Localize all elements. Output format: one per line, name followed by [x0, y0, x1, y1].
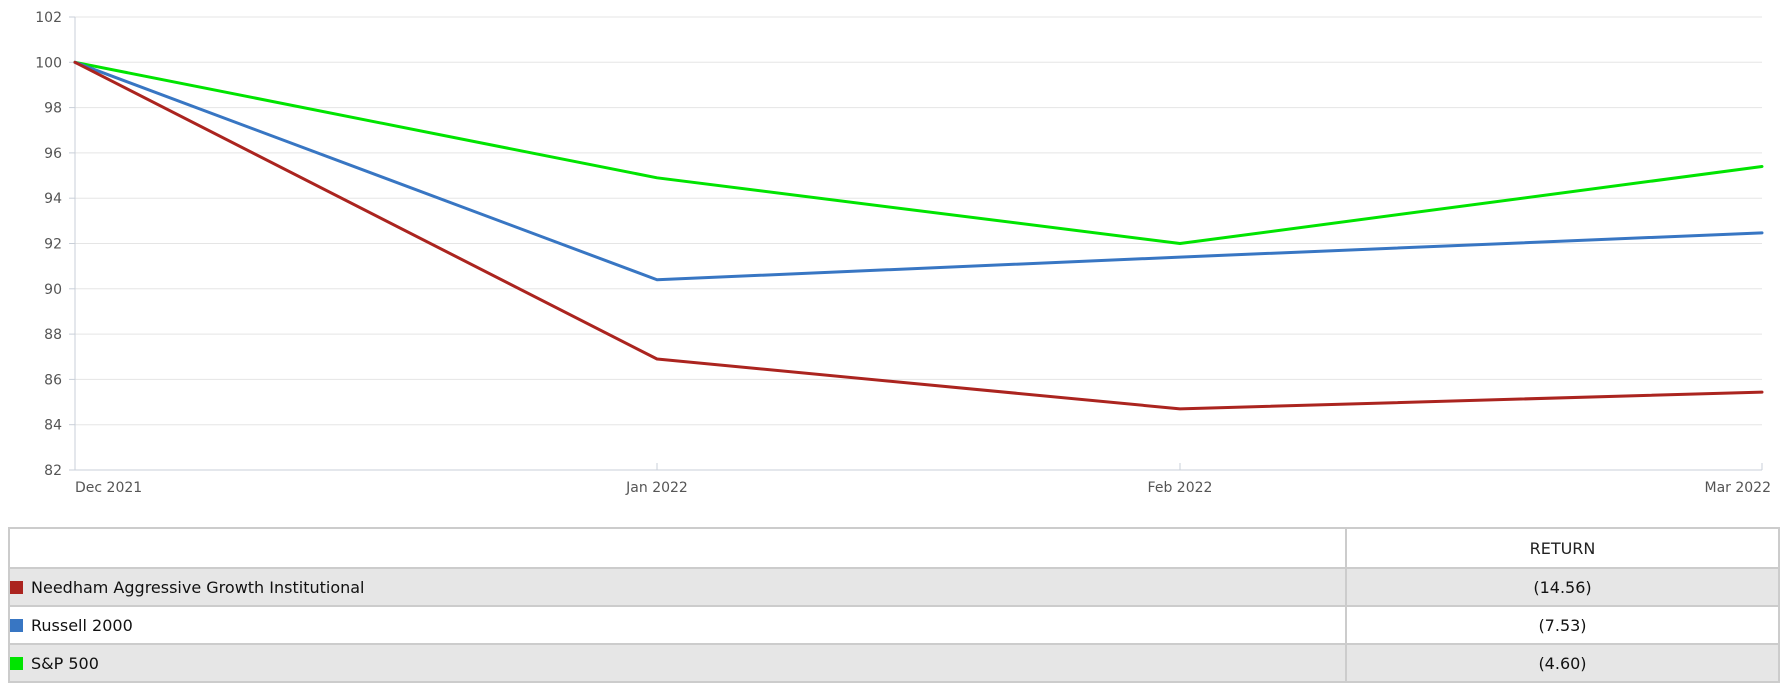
series-color-swatch	[10, 580, 23, 594]
y-tick-label: 100	[35, 55, 62, 71]
x-tick-label: Feb 2022	[1148, 480, 1213, 496]
y-tick-label: 86	[44, 372, 62, 388]
table-row-sp500: S&P 500 (4.60)	[8, 643, 1780, 683]
return-column-header: RETURN	[1345, 527, 1780, 569]
series-name-cell: Needham Aggressive Growth Institutional	[8, 567, 1347, 607]
x-tick-label: Dec 2021	[75, 480, 142, 496]
return-value: (4.60)	[1345, 643, 1780, 683]
performance-chart: 82 84 86 88 90 92 94 96 98 100 102 Dec 2021 Jan 2022…	[35, 10, 1772, 496]
table-header-row: RETURN	[8, 527, 1780, 569]
fund-column-header	[8, 527, 1347, 569]
series-name: S&P 500	[31, 653, 99, 673]
series-color-swatch	[10, 618, 23, 632]
series-name: Needham Aggressive Growth Institutional	[31, 577, 365, 597]
series-name-cell: S&P 500	[8, 643, 1347, 683]
y-tick-label: 88	[44, 327, 62, 343]
series-line	[73, 60, 1764, 245]
x-tick-label: Jan 2022	[625, 480, 688, 496]
return-value: (7.53)	[1345, 605, 1780, 645]
y-tick-label: 94	[44, 191, 62, 207]
table-row-needham: Needham Aggressive Growth Institutional …	[8, 567, 1780, 607]
returns-table: RETURN Needham Aggressive Growth Institu…	[8, 527, 1780, 683]
y-tick-label: 90	[44, 282, 62, 298]
y-tick-label: 96	[44, 146, 62, 162]
series-line	[73, 60, 1764, 411]
y-tick-label: 82	[44, 463, 62, 479]
y-tick-label: 92	[44, 237, 62, 253]
line-chart-canvas: 82 84 86 88 90 92 94 96 98 100 102 Dec 2021 Jan 2022…	[35, 10, 1772, 496]
x-tick-label: Mar 2022	[1705, 480, 1772, 496]
series-color-swatch	[10, 656, 23, 670]
y-tick-label: 98	[44, 101, 62, 117]
series-name-cell: Russell 2000	[8, 605, 1347, 645]
y-tick-label: 102	[35, 10, 62, 26]
table-row-russell: Russell 2000 (7.53)	[8, 605, 1780, 645]
y-tick-label: 84	[44, 418, 62, 434]
series-line	[73, 60, 1764, 282]
series-name: Russell 2000	[31, 615, 133, 635]
return-value: (14.56)	[1345, 567, 1780, 607]
